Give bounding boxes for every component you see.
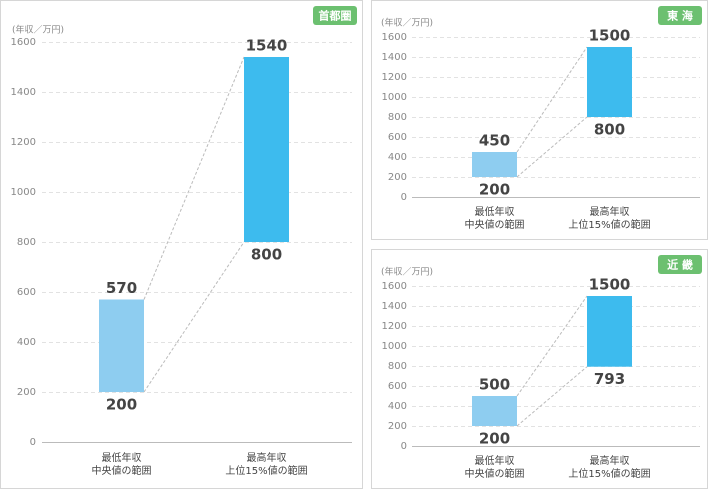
value-label-high: 1500 <box>589 276 631 294</box>
y-axis-label: (年収／万円) <box>381 266 433 278</box>
value-label-low: 200 <box>106 396 137 414</box>
y-tick-label: 400 <box>388 152 407 163</box>
badge-text: 近 畿 <box>667 258 693 272</box>
y-tick-label: 1200 <box>382 321 407 332</box>
y-tick-label: 1200 <box>11 137 36 148</box>
y-tick-label: 1000 <box>382 341 407 352</box>
panel <box>371 249 708 489</box>
y-tick-label: 1400 <box>11 87 36 98</box>
value-label-low: 200 <box>479 430 510 448</box>
panel <box>371 0 708 240</box>
y-tick-label: 800 <box>388 112 407 123</box>
y-tick-label: 1000 <box>11 187 36 198</box>
y-tick-label: 400 <box>17 337 36 348</box>
y-tick-label: 600 <box>388 381 407 392</box>
x-tick-label: 最低年収 <box>102 451 142 464</box>
y-tick-label: 200 <box>17 387 36 398</box>
x-tick-label: 最低年収 <box>475 205 515 218</box>
x-tick-label: 最高年収 <box>590 454 630 467</box>
value-label-low: 200 <box>479 181 510 199</box>
x-tick-label: 上位15%値の範囲 <box>568 467 650 480</box>
y-tick-label: 200 <box>388 172 407 183</box>
y-tick-label: 800 <box>17 237 36 248</box>
badge <box>658 6 702 25</box>
x-tick-label: 中央値の範囲 <box>465 467 525 480</box>
y-tick-label: 1200 <box>382 72 407 83</box>
y-tick-label: 1600 <box>11 37 36 48</box>
connector <box>516 366 588 427</box>
x-tick-label: 中央値の範囲 <box>92 464 152 477</box>
value-label-high: 500 <box>479 376 510 394</box>
x-tick-label: 上位15%値の範囲 <box>225 464 307 477</box>
badge-text: 東 海 <box>667 9 693 23</box>
value-label-low: 800 <box>594 121 625 139</box>
badge <box>313 6 357 25</box>
y-tick-label: 200 <box>388 421 407 432</box>
x-tick-label: 上位15%値の範囲 <box>568 218 650 231</box>
value-label-high: 1540 <box>246 37 288 55</box>
connector <box>143 56 245 300</box>
connector <box>516 46 588 153</box>
y-tick-label: 0 <box>30 437 36 448</box>
badge-text: 首都圏 <box>319 9 352 23</box>
x-tick-label: 最高年収 <box>247 451 287 464</box>
y-tick-label: 0 <box>401 441 407 452</box>
y-tick-label: 1600 <box>382 32 407 43</box>
badge <box>658 255 702 274</box>
x-tick-label: 中央値の範囲 <box>465 218 525 231</box>
y-tick-label: 1400 <box>382 52 407 63</box>
y-tick-label: 600 <box>388 132 407 143</box>
y-tick-label: 1600 <box>382 281 407 292</box>
x-tick-label: 最高年収 <box>590 205 630 218</box>
connector <box>516 116 588 178</box>
panel <box>0 0 363 489</box>
y-tick-label: 400 <box>388 401 407 412</box>
y-axis-label: (年収／万円) <box>381 17 433 29</box>
value-label-high: 1500 <box>589 27 631 45</box>
connector <box>143 241 245 393</box>
bar <box>587 47 632 117</box>
bar <box>472 396 517 426</box>
y-tick-label: 600 <box>17 287 36 298</box>
bar <box>99 299 144 392</box>
value-label-low: 800 <box>251 246 282 264</box>
y-tick-label: 1400 <box>382 301 407 312</box>
bar <box>244 57 289 242</box>
value-label-high: 450 <box>479 132 510 150</box>
connector <box>516 295 588 397</box>
x-tick-label: 最低年収 <box>475 454 515 467</box>
y-tick-label: 0 <box>401 192 407 203</box>
value-label-low: 793 <box>594 370 625 388</box>
bar <box>472 152 517 177</box>
y-tick-label: 1000 <box>382 92 407 103</box>
y-axis-label: (年収／万円) <box>12 24 64 36</box>
value-label-high: 570 <box>106 279 137 297</box>
y-tick-label: 800 <box>388 361 407 372</box>
bar <box>587 296 632 367</box>
